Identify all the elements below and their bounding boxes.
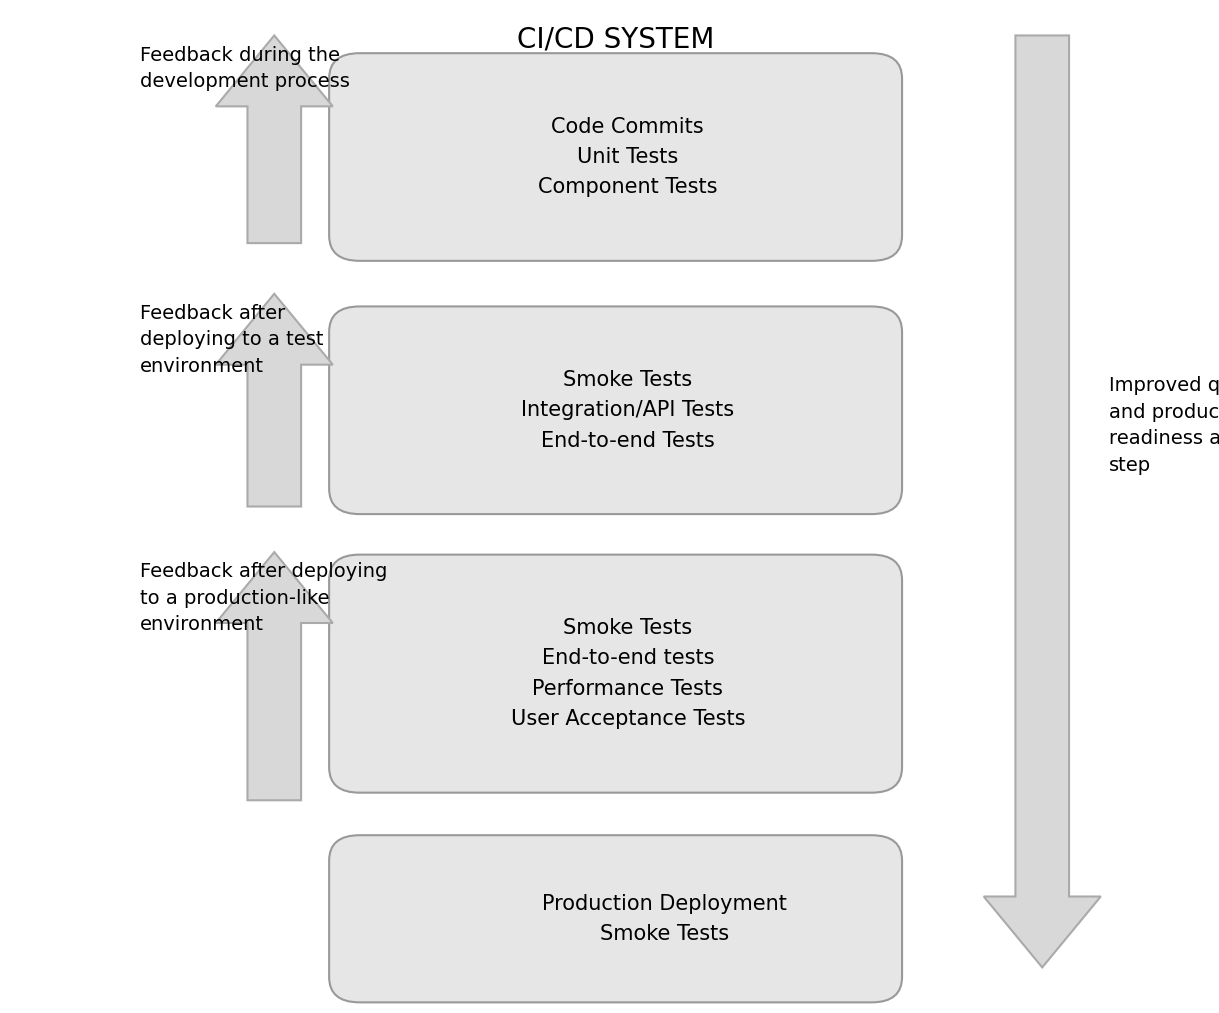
Text: Smoke Tests
End-to-end tests
Performance Tests
User Acceptance Tests: Smoke Tests End-to-end tests Performance… — [511, 618, 745, 729]
Polygon shape — [216, 294, 333, 506]
Text: Improved quality
and production
readiness at every
step: Improved quality and production readines… — [1109, 376, 1219, 475]
Text: Code Commits
Unit Tests
Component Tests: Code Commits Unit Tests Component Tests — [538, 116, 718, 198]
Polygon shape — [216, 552, 333, 800]
Text: Feedback during the
development process: Feedback during the development process — [140, 46, 350, 91]
Text: CI/CD SYSTEM: CI/CD SYSTEM — [517, 25, 714, 54]
Text: Feedback after deploying
to a production-like
environment: Feedback after deploying to a production… — [140, 562, 388, 634]
Polygon shape — [984, 35, 1101, 967]
Text: Production Deployment
Smoke Tests: Production Deployment Smoke Tests — [542, 893, 786, 944]
Text: Smoke Tests
Integration/API Tests
End-to-end Tests: Smoke Tests Integration/API Tests End-to… — [522, 370, 734, 451]
FancyBboxPatch shape — [329, 306, 902, 515]
FancyBboxPatch shape — [329, 53, 902, 261]
FancyBboxPatch shape — [329, 835, 902, 1003]
Text: Feedback after
deploying to a test
environment: Feedback after deploying to a test envir… — [140, 304, 324, 376]
FancyBboxPatch shape — [329, 555, 902, 792]
Polygon shape — [216, 35, 333, 243]
